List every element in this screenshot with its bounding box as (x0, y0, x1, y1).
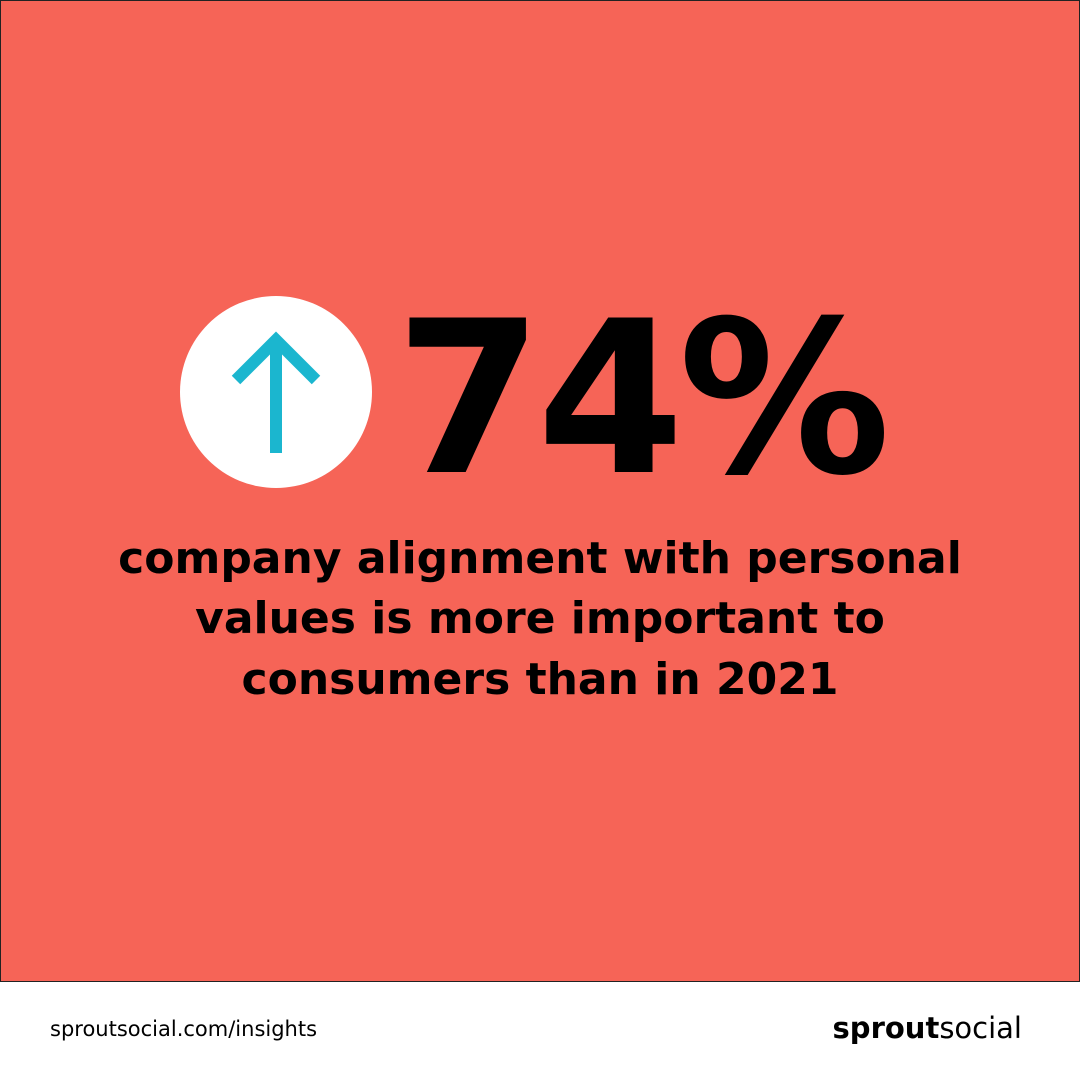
logo: sproutsocial (833, 1011, 1022, 1045)
up-arrow (231, 331, 321, 453)
footer-url: sproutsocial.com/insights (50, 1017, 317, 1041)
logo-light: social (939, 1011, 1022, 1045)
statement-line: company alignment with personal (118, 533, 962, 584)
stat: 74% (395, 275, 884, 522)
logo-bold: sprout (833, 1011, 940, 1045)
statement-line: values is more important to (195, 593, 885, 644)
statement-line: consumers than in 2021 (242, 654, 839, 705)
panel (0, 0, 1080, 982)
